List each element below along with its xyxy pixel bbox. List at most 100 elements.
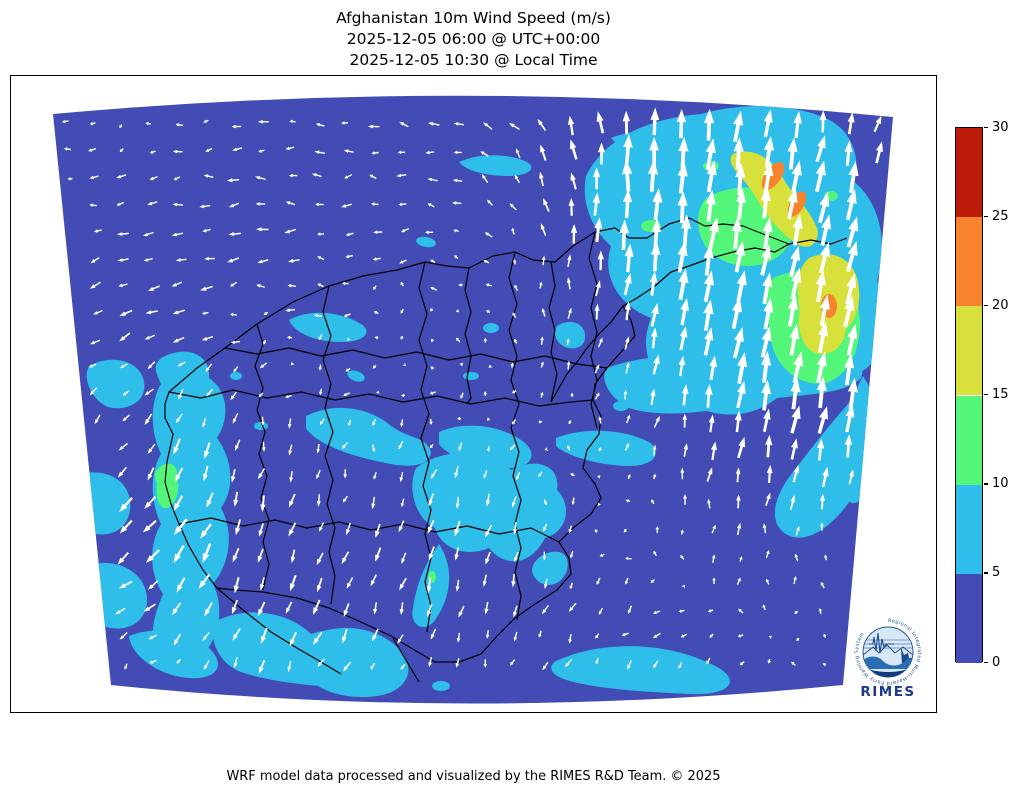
wind-arrow [844, 353, 855, 386]
wind-speed-blob [412, 544, 450, 628]
wind-arrow [651, 499, 655, 505]
wind-arrow [204, 256, 215, 261]
wind-arrow [122, 414, 130, 422]
wind-arrow [427, 603, 433, 618]
wind-arrow [400, 498, 405, 508]
wind-arrow [736, 270, 747, 302]
wind-arrow [706, 467, 713, 482]
wind-arrow [789, 495, 796, 510]
wind-arrow [399, 602, 404, 616]
wind-arrow [62, 119, 69, 124]
wind-arrow [314, 313, 322, 318]
wind-arrow [342, 281, 349, 286]
wind-speed-blob [459, 155, 532, 176]
wind-arrow [566, 338, 570, 345]
wind-arrow [622, 110, 631, 135]
wind-arrow [398, 202, 407, 207]
wind-arrow [511, 574, 516, 588]
wind-arrow [262, 441, 266, 452]
wind-arrow [455, 496, 460, 510]
wind-arrow [705, 383, 713, 408]
wind-arrow [367, 124, 380, 129]
wind-arrow [116, 174, 127, 179]
rimes-logo: Regional Integrated Multi-Hazard Early W… [849, 613, 927, 705]
wind-arrow [149, 659, 157, 664]
wind-arrow [370, 574, 377, 587]
colorbar-segment [956, 484, 982, 574]
wind-arrow [598, 416, 602, 424]
wind-arrow [787, 137, 798, 170]
wind-arrow [318, 364, 322, 371]
wind-arrow [847, 112, 855, 135]
wind-arrow [789, 245, 801, 278]
wind-arrow [290, 549, 296, 564]
wind-arrow [258, 523, 264, 537]
admin-boundary [588, 231, 598, 429]
wind-arrow [509, 444, 516, 451]
wind-arrow [256, 284, 265, 288]
wind-arrow [845, 188, 857, 221]
wind-arrow [397, 150, 406, 155]
wind-arrow [316, 552, 324, 566]
wind-arrow [680, 633, 687, 638]
wind-arrow [257, 548, 264, 563]
wind-arrow [254, 176, 266, 180]
wind-arrow [653, 415, 660, 428]
wind-arrow [398, 520, 405, 533]
colorbar-segment [956, 306, 982, 396]
wind-speed-blob [664, 321, 678, 331]
wind-arrow [316, 577, 323, 593]
wind-arrow [652, 473, 657, 480]
wind-arrow [456, 632, 461, 643]
wind-arrow [460, 392, 464, 399]
wind-arrow [763, 135, 775, 168]
wind-arrow [514, 338, 518, 344]
wind-arrow [258, 149, 265, 153]
wind-arrow [598, 337, 603, 348]
wind-arrow [817, 321, 829, 354]
wind-arrow [705, 138, 716, 171]
wind-arrow [231, 599, 239, 615]
wind-arrow [316, 494, 321, 507]
wind-arrow [173, 545, 185, 564]
colorbar-tick-mark [984, 483, 988, 485]
wind-arrow [399, 121, 409, 128]
wind-arrow [540, 336, 544, 345]
wind-arrow [319, 418, 325, 425]
wind-arrow [88, 363, 97, 368]
wind-arrow [768, 635, 773, 639]
wind-arrow [595, 280, 601, 297]
wind-arrow [510, 659, 516, 666]
wind-arrow [793, 576, 797, 585]
wind-arrow [455, 658, 460, 668]
wind-arrow [172, 202, 183, 207]
wind-arrow [453, 122, 464, 126]
wind-arrow [400, 308, 404, 314]
wind-arrow [647, 159, 659, 192]
wind-arrow [430, 286, 438, 291]
wind-arrow [599, 553, 605, 557]
figure-title: Afghanistan 10m Wind Speed (m/s) 2025-12… [10, 8, 937, 71]
wind-arrow [119, 519, 133, 534]
wind-arrow [819, 493, 825, 510]
wind-arrow [426, 577, 432, 594]
colorbar-tick-label: 30 [992, 119, 1009, 135]
wind-arrow [88, 148, 97, 152]
wind-arrow [175, 413, 183, 424]
wind-arrow [259, 659, 266, 674]
wind-arrow [173, 438, 181, 455]
wind-arrow [541, 605, 549, 615]
admin-boundary [216, 587, 342, 675]
wind-arrow [543, 523, 548, 532]
wind-arrow [143, 603, 156, 612]
wind-arrow [711, 441, 717, 461]
wind-arrow [765, 492, 771, 507]
wind-arrow [376, 390, 380, 394]
wind-arrow [452, 178, 463, 183]
wind-arrow [401, 393, 405, 398]
wind-arrow [235, 519, 241, 536]
wind-arrow [703, 243, 714, 276]
wind-arrow [67, 177, 73, 181]
colorbar-tick-mark [984, 215, 988, 218]
wind-arrow [818, 191, 830, 224]
